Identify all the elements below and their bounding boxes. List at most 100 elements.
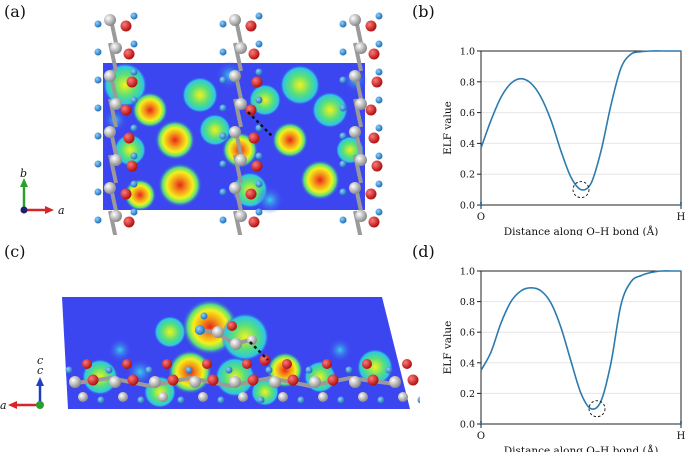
carbon-atom	[104, 14, 116, 26]
oxygen-atom	[126, 76, 138, 88]
oxygen-atom	[87, 374, 99, 386]
oxygen-atom	[245, 20, 257, 32]
elf-blob	[114, 134, 146, 166]
carbon-atom	[158, 392, 168, 402]
y-tick-label: 0.6	[460, 328, 475, 339]
carbon-atom	[104, 182, 116, 194]
carbon-atom	[235, 42, 247, 54]
hydrogen-atom	[94, 104, 102, 112]
oxygen-atom	[247, 374, 259, 386]
oxygen-atom	[402, 359, 412, 369]
elf-blob	[132, 92, 168, 128]
hydrogen-atom	[219, 76, 227, 84]
oxygen-atom	[368, 48, 380, 60]
hydrogen-bond-dotted	[249, 341, 269, 361]
hydrogen-atom	[375, 208, 383, 216]
oxygen-atom	[365, 104, 377, 116]
axis-indicator-a: b a	[20, 167, 65, 217]
hydrogen-atom	[137, 396, 145, 404]
carbon-atom	[229, 182, 241, 194]
oxygen-atom	[245, 188, 257, 200]
y-tick-label: 0.6	[460, 108, 475, 119]
carbon-atom	[229, 14, 241, 26]
y-tick-label: 0.0	[460, 201, 475, 212]
carbon-atom	[318, 392, 328, 402]
carbon-atom	[355, 98, 367, 110]
y-tick-label: 0.2	[460, 170, 475, 181]
x-axis-label: Distance along O–H bond (Å)	[504, 443, 659, 452]
hydrogen-atom	[255, 40, 263, 48]
hydrogen-atom	[219, 104, 227, 112]
hydrogen-atom	[219, 132, 227, 140]
carbon-atom	[110, 98, 122, 110]
hydrogen-atom	[265, 366, 273, 374]
hydrogen-atom	[337, 396, 345, 404]
carbon-atom	[389, 376, 401, 388]
oxygen-atom	[202, 359, 212, 369]
hydrogen-atom	[219, 48, 227, 56]
x-tick-label: O	[477, 212, 485, 223]
oxygen-atom	[120, 20, 132, 32]
carbon-atom	[229, 70, 241, 82]
axis-label-c-dup: c	[37, 364, 43, 377]
carbon-atom	[229, 126, 241, 138]
oxygen-atom	[120, 188, 132, 200]
elf-blob	[221, 313, 269, 361]
carbon-atom	[355, 210, 367, 222]
carbon-atom	[230, 338, 242, 350]
elf-blob	[155, 120, 195, 160]
plot-frame	[480, 270, 682, 425]
carbon-atom	[355, 42, 367, 54]
hydrogen-atom	[339, 216, 347, 224]
hydrogen-atom	[130, 152, 138, 160]
hydrogen-atom	[94, 216, 102, 224]
carbon-atom	[104, 126, 116, 138]
y-tick-label: 0.2	[460, 389, 475, 400]
elf-blob	[300, 160, 340, 200]
hydrogen-atom	[94, 20, 102, 28]
elf-blob	[312, 92, 348, 128]
hydrogen-atom	[345, 366, 353, 374]
carbon-atom	[198, 392, 208, 402]
oxygen-atom	[126, 160, 138, 172]
oxygen-atom	[251, 160, 263, 172]
carbon-atom	[349, 70, 361, 82]
x-axis-label: Distance along O–H bond (Å)	[504, 224, 659, 236]
hydrogen-atom	[219, 20, 227, 28]
carbon-atom	[110, 42, 122, 54]
elf-map-c	[62, 297, 410, 409]
elf-blob	[357, 349, 393, 385]
elf-blob	[108, 338, 132, 362]
y-axis-label: ELF value	[442, 101, 454, 155]
hydrogen-atom	[375, 180, 383, 188]
oxygen-atom	[282, 359, 292, 369]
hydrogen-atom	[177, 396, 185, 404]
hydrogen-atom	[65, 366, 73, 374]
oxygen-atom	[123, 48, 135, 60]
oxygen-atom	[371, 76, 383, 88]
elf-curve	[480, 270, 681, 410]
hydrogen-atom	[305, 366, 313, 374]
hydrogen-atom	[94, 76, 102, 84]
oxygen-atom	[365, 20, 377, 32]
carbon-atom	[104, 70, 116, 82]
oxygen-atom	[367, 374, 379, 386]
hydrogen-atom	[255, 12, 263, 20]
carbon-atom	[110, 210, 122, 222]
hydrogen-atom	[375, 152, 383, 160]
x-tick-label: H	[677, 212, 685, 223]
y-tick-label: 0.8	[460, 297, 475, 308]
molecules-a	[94, 12, 383, 235]
y-tick-label: 0.4	[460, 358, 475, 369]
carbon-atom	[149, 376, 161, 388]
panel-a-structure: b a	[20, 12, 383, 235]
oxygen-atom	[162, 359, 172, 369]
hydrogen-atom	[94, 132, 102, 140]
oxygen-atom	[227, 321, 237, 331]
oxygen-atom	[327, 374, 339, 386]
hydrogen-atom	[339, 132, 347, 140]
hydrogen-atom	[339, 20, 347, 28]
elf-blob	[256, 186, 284, 214]
minimum-marker	[572, 181, 590, 199]
hydrogen-atom	[375, 40, 383, 48]
